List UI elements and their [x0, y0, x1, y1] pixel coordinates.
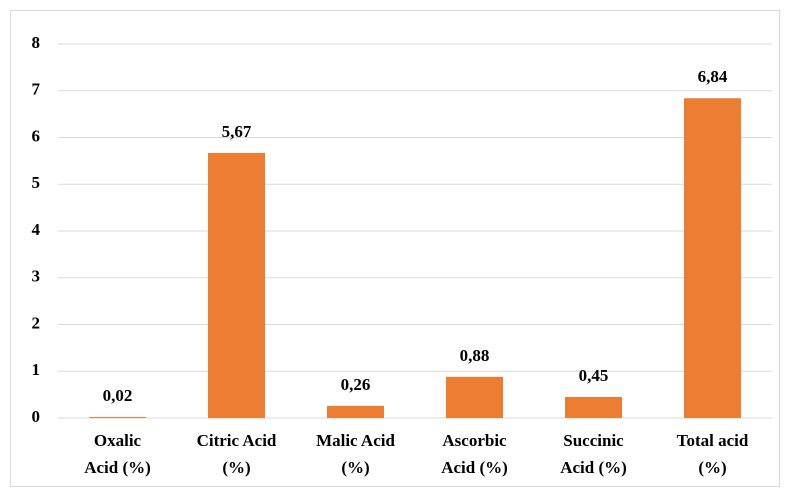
x-tick-label: (%): [698, 458, 726, 477]
bar: [327, 405, 384, 418]
x-tick-label: Acid (%): [441, 458, 508, 477]
y-tick-label: 3: [32, 267, 41, 286]
data-label: 0,26: [341, 375, 371, 394]
y-tick-label: 1: [32, 360, 41, 379]
bar: [684, 98, 741, 418]
bar: [208, 152, 265, 419]
data-label: 0,45: [579, 366, 609, 385]
data-label: 0,02: [103, 386, 133, 405]
x-tick-label: Malic Acid: [316, 431, 395, 450]
x-tick-label: Ascorbic: [442, 431, 507, 450]
x-tick-label: Total acid: [677, 431, 749, 450]
x-tick-label: (%): [222, 458, 250, 477]
y-tick-label: 2: [32, 313, 41, 332]
data-label: 5,67: [222, 122, 252, 141]
x-tick-label: Oxalic: [94, 431, 142, 450]
y-tick-label: 4: [32, 220, 41, 239]
bar: [89, 417, 146, 418]
x-tick-label: Succinic: [563, 431, 624, 450]
y-tick-label: 5: [32, 173, 41, 192]
bar: [565, 396, 622, 418]
y-tick-label: 6: [32, 126, 41, 145]
x-tick-label: Citric Acid: [197, 431, 277, 450]
x-tick-label: (%): [341, 458, 369, 477]
y-tick-label: 7: [32, 80, 41, 99]
x-tick-label: Acid (%): [84, 458, 151, 477]
data-label: 6,84: [698, 67, 728, 86]
bar: [446, 376, 503, 418]
y-tick-label: 8: [32, 33, 41, 52]
y-tick-label: 0: [32, 407, 41, 426]
x-tick-label: Acid (%): [560, 458, 627, 477]
chart-border: [10, 10, 780, 487]
data-label: 0,88: [460, 346, 490, 365]
